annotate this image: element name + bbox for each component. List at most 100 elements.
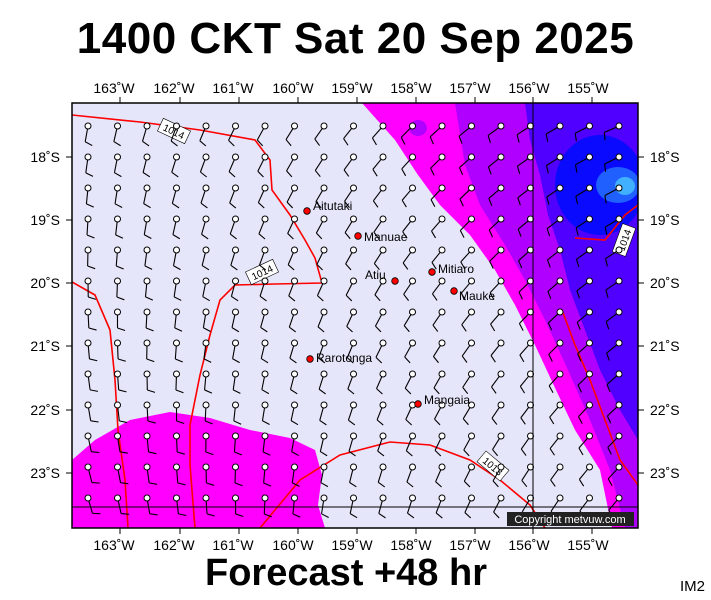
wind-barb (550, 463, 564, 487)
wind-barb (84, 370, 99, 392)
wind-barb (373, 215, 387, 239)
wind-barb (173, 463, 186, 486)
wind-barb (491, 370, 505, 394)
wind-barb (230, 277, 239, 302)
wind-barb (84, 494, 101, 515)
place-atiu: Atiu (365, 268, 399, 285)
wind-barb (200, 184, 210, 209)
wind-barb (286, 153, 298, 178)
wind-barb (114, 277, 125, 301)
place-label: Mauke (459, 289, 495, 303)
wind-barb (607, 432, 623, 455)
longitude-axis-bottom: 163˚W 162˚W 161˚W 160˚W 159˚W 158˚W 157˚… (93, 528, 609, 553)
forecast-label: Forecast +48 hr (205, 552, 487, 594)
wind-barb (261, 463, 272, 487)
wind-barb (84, 277, 97, 300)
wind-barb (400, 122, 416, 145)
wind-barb (404, 339, 416, 364)
wind-barb (377, 463, 387, 488)
wind-barb (374, 277, 387, 302)
latitude-label: 20˚S (650, 275, 680, 291)
latitude-axis-left: 18˚S 19˚S 20˚S 21˚S 22˚S 23˚S (30, 149, 72, 481)
wind-barb (202, 308, 211, 333)
latitude-label: 23˚S (30, 465, 60, 481)
wind-barb (143, 370, 156, 393)
wind-barb (113, 153, 122, 178)
place-marker (414, 400, 422, 408)
wind-barb (490, 308, 505, 332)
wind-barb (606, 339, 623, 361)
latitude-label: 21˚S (30, 338, 60, 354)
wind-barb (433, 370, 446, 395)
wind-barb (459, 153, 475, 176)
wind-barb (261, 370, 270, 395)
wind-barb (289, 339, 298, 364)
wind-barb (316, 277, 328, 302)
wind-barb (290, 401, 299, 426)
wind-barb (371, 122, 387, 146)
wind-barb (173, 308, 183, 332)
place-mitiaro: Mitiaro (428, 262, 474, 276)
wind-barb (490, 339, 505, 363)
wind-barb (84, 184, 94, 208)
wind-barb (574, 122, 593, 142)
longitude-label: 162˚W (153, 80, 195, 96)
wind-barb (314, 153, 328, 178)
place-label: Manuae (364, 230, 408, 244)
wind-barb (516, 153, 534, 175)
wind-barb (434, 401, 446, 426)
wind-barb (376, 370, 387, 395)
wind-barb (575, 184, 593, 205)
longitude-label: 158˚W (390, 537, 432, 553)
wind-barb (229, 184, 239, 209)
latitude-label: 21˚S (650, 338, 680, 354)
place-label: Atiu (365, 268, 386, 282)
wind-barb (228, 122, 239, 147)
place-marker (303, 207, 311, 215)
wind-barb (516, 122, 534, 143)
wind-barb (114, 308, 126, 332)
wind-barb (141, 122, 151, 147)
wind-barb (199, 153, 210, 178)
wind-barb (289, 370, 298, 395)
wind-barb (84, 401, 99, 423)
wind-barb (402, 215, 416, 239)
wind-barb (318, 370, 328, 395)
wind-barb (261, 432, 271, 456)
wind-barb (258, 246, 269, 271)
place-mauke: Mauke (450, 287, 495, 303)
longitude-label: 157˚W (449, 537, 491, 553)
wind-barb (84, 432, 100, 454)
place-manuae: Manuae (354, 230, 408, 244)
wind-barb (546, 215, 564, 237)
wind-barb (114, 215, 124, 239)
places: Aitutaki Manuae Atiu Mitiaro Mauke Rarot… (303, 199, 495, 408)
wind-barb (603, 122, 623, 141)
wind-barb (114, 370, 127, 393)
wind-barb (202, 401, 213, 425)
wind-barb (171, 153, 180, 178)
wind-barb (114, 401, 128, 424)
wind-barb (232, 401, 242, 425)
wind-barb (462, 401, 475, 426)
wind-barb (316, 246, 328, 271)
wind-barb (459, 184, 475, 207)
place-marker (450, 287, 458, 295)
wind-barb (114, 463, 129, 485)
wind-barb (489, 277, 505, 300)
wind-barb (546, 184, 564, 205)
wind-barb (315, 215, 328, 240)
place-marker (354, 232, 362, 240)
wind-barb (488, 215, 505, 238)
wind-barb (348, 432, 357, 457)
wind-barb (431, 277, 446, 301)
wind-barb (285, 122, 298, 147)
map-frame (71, 102, 639, 529)
wind-barb (435, 463, 446, 488)
latitude-label: 19˚S (650, 212, 680, 228)
wind-barb (575, 246, 593, 268)
wind-barb (548, 370, 564, 394)
longitude-label: 155˚W (567, 537, 609, 553)
wind-barb (317, 308, 328, 333)
wind-barb (518, 277, 534, 300)
